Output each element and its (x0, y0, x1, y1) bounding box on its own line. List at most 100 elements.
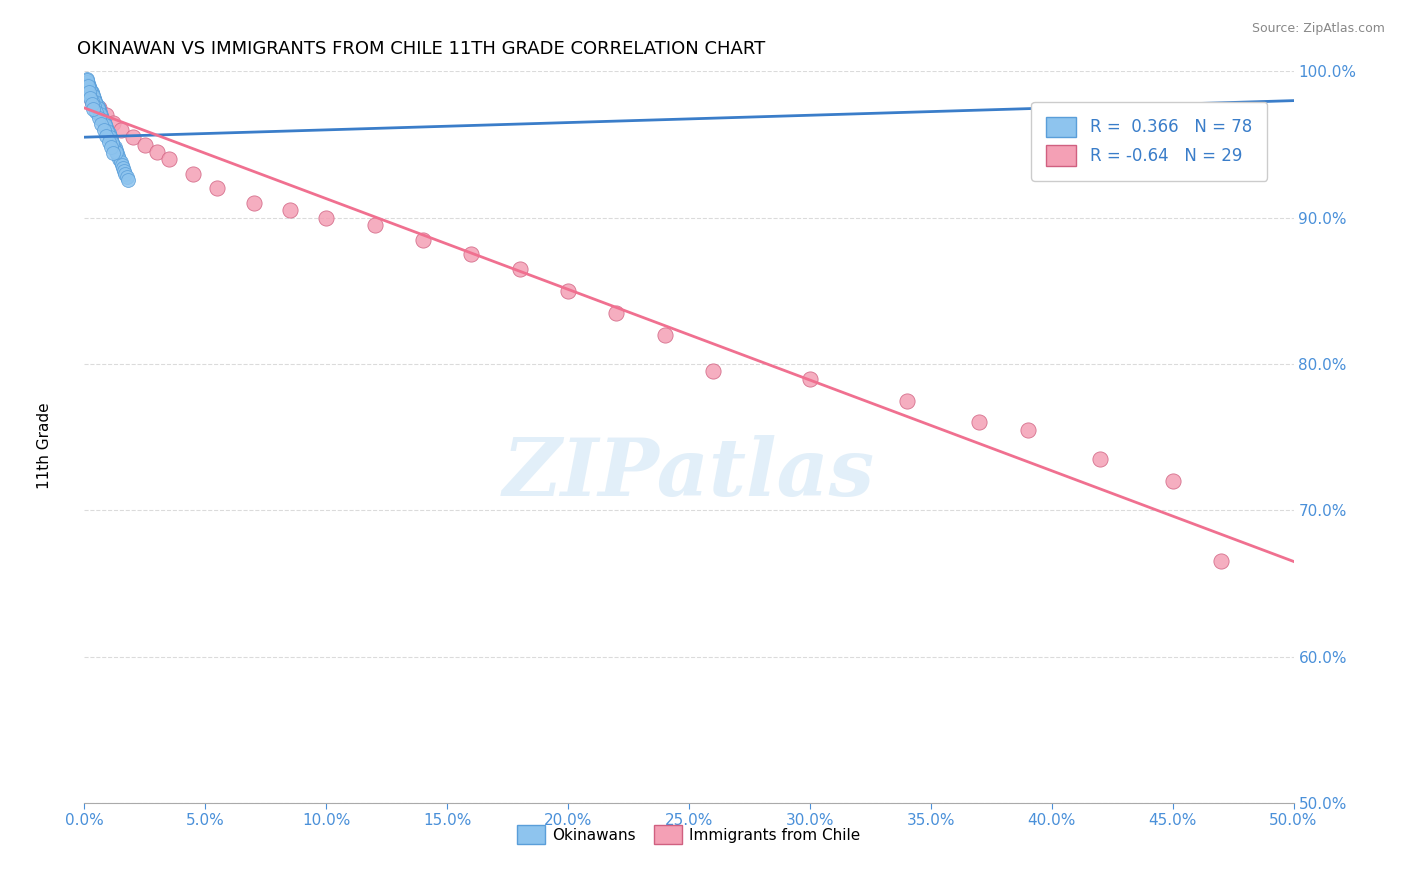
Point (103, 115, 125, 129)
Point (702, 364, 724, 378)
Point (105, 146, 128, 161)
Point (80, 94, 103, 108)
Point (86, 105, 108, 120)
Point (104, 140, 127, 154)
Text: 11th Grade: 11th Grade (38, 402, 52, 490)
Point (77, 78, 100, 93)
Point (108, 152, 131, 166)
Point (80, 96, 103, 111)
Point (121, 130, 143, 145)
Point (83, 92, 105, 106)
Point (98, 130, 121, 145)
Point (87, 103, 110, 117)
Text: Source: ZipAtlas.com: Source: ZipAtlas.com (1251, 22, 1385, 36)
Point (77, 87, 100, 102)
Point (207, 181, 229, 195)
Point (82, 87, 104, 102)
Point (103, 146, 125, 161)
Point (96, 123, 118, 137)
Point (107, 149, 129, 163)
Point (134, 137, 156, 152)
Point (93, 114, 115, 128)
Point (82, 89, 104, 103)
Point (100, 131, 122, 145)
Point (110, 155, 132, 169)
Point (76, 71, 98, 86)
Point (94, 120, 117, 134)
Point (87, 103, 110, 118)
Point (79, 82, 101, 96)
Point (101, 136, 124, 150)
Legend: Okinawans, Immigrants from Chile: Okinawans, Immigrants from Chile (512, 819, 866, 850)
Point (509, 261, 531, 276)
Point (654, 327, 676, 342)
Point (111, 158, 134, 172)
Point (1017, 423, 1039, 437)
Point (1161, 474, 1184, 488)
Point (90, 108, 112, 122)
Point (93, 123, 115, 137)
Point (86, 99, 108, 113)
Point (86, 101, 108, 115)
Point (100, 133, 122, 147)
Point (157, 152, 180, 166)
Point (83, 91, 105, 105)
Point (84, 95, 107, 109)
Point (77, 78, 100, 93)
Point (104, 145, 127, 159)
Point (799, 371, 821, 385)
Point (94, 108, 117, 122)
Point (97, 135, 120, 149)
Point (79, 83, 101, 97)
Point (94, 119, 117, 133)
Point (77, 85, 100, 99)
Point (86, 96, 108, 111)
Point (112, 164, 135, 178)
Point (181, 167, 204, 181)
Point (77, 76, 100, 90)
Point (96, 124, 118, 138)
Point (110, 123, 132, 137)
Point (89, 105, 111, 120)
Point (1088, 452, 1111, 467)
Text: ZIPatlas: ZIPatlas (503, 435, 875, 512)
Point (76, 73, 98, 87)
Point (86, 98, 108, 112)
Point (103, 139, 125, 153)
Point (90, 117, 112, 131)
Point (557, 284, 579, 298)
Point (80, 85, 103, 99)
Point (80, 94, 103, 108)
Point (97, 126, 120, 140)
Point (117, 172, 139, 186)
Point (97, 128, 120, 142)
Point (94, 128, 117, 143)
Point (76, 82, 98, 96)
Point (79, 91, 101, 105)
Point (278, 203, 301, 218)
Point (90, 110, 112, 124)
Point (605, 306, 627, 320)
Point (412, 233, 434, 247)
Point (83, 99, 105, 113)
Point (967, 416, 990, 430)
Point (93, 115, 115, 129)
Point (80, 87, 103, 101)
Point (315, 211, 337, 225)
Point (87, 111, 110, 125)
Point (460, 247, 482, 261)
Point (896, 393, 918, 408)
Point (98, 128, 121, 143)
Point (100, 140, 122, 154)
Point (363, 218, 385, 232)
Point (87, 101, 110, 115)
Point (91, 112, 114, 127)
Point (112, 161, 135, 175)
Point (91, 111, 114, 125)
Point (77, 78, 100, 92)
Point (89, 107, 111, 121)
Point (94, 117, 117, 131)
Point (82, 103, 104, 117)
Point (76, 74, 98, 88)
Point (94, 121, 117, 136)
